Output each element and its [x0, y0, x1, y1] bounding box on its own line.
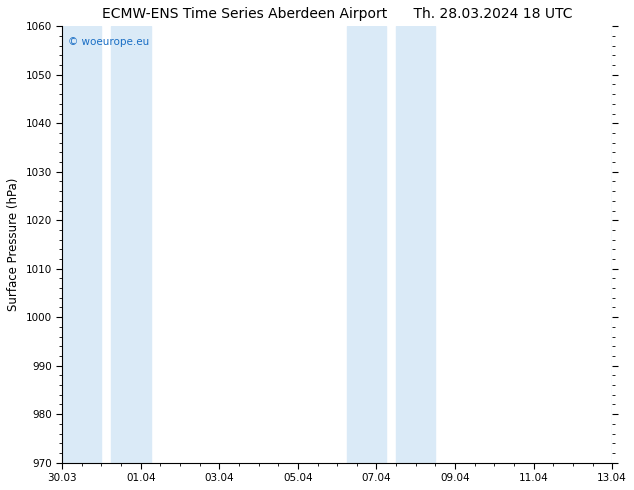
Bar — [612, 26, 632, 463]
Bar — [396, 26, 436, 463]
Title: ECMW-ENS Time Series Aberdeen Airport      Th. 28.03.2024 18 UTC: ECMW-ENS Time Series Aberdeen Airport Th… — [102, 7, 573, 21]
Bar — [62, 26, 101, 463]
Bar — [347, 26, 386, 463]
Bar — [112, 26, 150, 463]
Text: © woeurope.eu: © woeurope.eu — [68, 37, 149, 47]
Y-axis label: Surface Pressure (hPa): Surface Pressure (hPa) — [7, 178, 20, 311]
